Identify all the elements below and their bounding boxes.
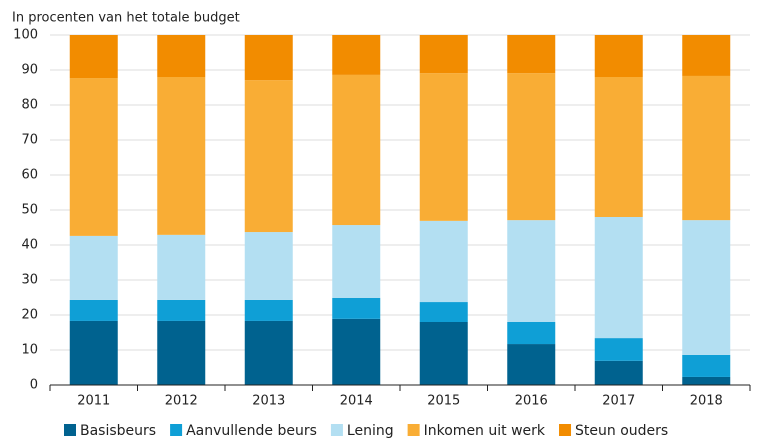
legend-label: Inkomen uit werk (424, 423, 546, 439)
bar-segment (69, 78, 118, 236)
bar-segment (682, 75, 731, 221)
x-tick-label: 2014 (340, 394, 373, 409)
bar-segment (69, 235, 118, 300)
y-tick-label: 60 (21, 168, 38, 183)
bar-segment (332, 74, 381, 226)
legend-swatch (64, 424, 76, 436)
legend-label: Aanvullende beurs (186, 423, 317, 439)
bar-segment (594, 360, 643, 385)
y-tick-label: 90 (21, 63, 38, 78)
bar-segment (332, 297, 381, 319)
bar-segment (682, 220, 731, 355)
x-tick-label: 2012 (165, 394, 198, 409)
y-tick-label: 20 (21, 308, 38, 323)
bar-segment (332, 225, 381, 298)
legend-label: Steun ouders (575, 423, 668, 439)
y-tick-label: 30 (21, 273, 38, 288)
bar-segment (332, 35, 381, 75)
x-tick-label: 2017 (602, 394, 635, 409)
bar-segment (244, 299, 293, 321)
legend-label: Lening (347, 423, 394, 439)
bar-segment (69, 35, 118, 79)
bar-segment (594, 217, 643, 339)
bar-segment (682, 376, 731, 385)
bar-segment (507, 344, 556, 385)
x-tick-label: 2013 (252, 394, 285, 409)
bar-segment (157, 299, 206, 321)
x-tick-label: 2015 (427, 394, 460, 409)
bar-segment (244, 232, 293, 300)
x-tick-label: 2011 (77, 394, 110, 409)
bar-segment (419, 302, 468, 322)
bar-segment (507, 220, 556, 322)
bar-segment (69, 320, 118, 385)
bar-segment (332, 318, 381, 385)
bar-segment (419, 322, 468, 385)
bar-segment (594, 77, 643, 217)
y-tick-label: 0 (30, 378, 38, 393)
bar-segment (244, 35, 293, 81)
bar-segment (419, 35, 468, 74)
bar-segment (244, 80, 293, 233)
bar-segment (682, 354, 731, 377)
bar-segment (594, 35, 643, 77)
legend-swatch (170, 424, 183, 436)
y-tick-label: 10 (21, 343, 38, 358)
y-tick-label: 50 (21, 203, 38, 218)
y-tick-label: 70 (21, 133, 38, 148)
bar-segment (157, 77, 206, 235)
legend-label: Basisbeurs (80, 423, 156, 439)
bar-segment (594, 338, 643, 361)
bar-segment (69, 299, 118, 321)
bar-segment (507, 73, 556, 221)
chart-title: In procenten van het totale budget (12, 11, 240, 26)
y-tick-label: 80 (21, 98, 38, 113)
y-tick-label: 40 (21, 238, 38, 253)
bar-segment (419, 220, 468, 303)
bar-segment (682, 35, 731, 76)
legend-swatch (330, 424, 343, 436)
legend-swatch (559, 424, 572, 436)
legend-swatch (407, 424, 420, 436)
x-tick-label: 2018 (690, 394, 723, 409)
bar-segment (244, 320, 293, 385)
x-tick-label: 2016 (515, 394, 548, 409)
y-tick-label: 100 (13, 28, 38, 43)
bar-segment (507, 322, 556, 345)
bar-segment (507, 35, 556, 74)
bar-segment (157, 234, 206, 300)
bar-segment (419, 73, 468, 221)
bar-segment (157, 320, 206, 385)
bar-segment (157, 35, 206, 77)
